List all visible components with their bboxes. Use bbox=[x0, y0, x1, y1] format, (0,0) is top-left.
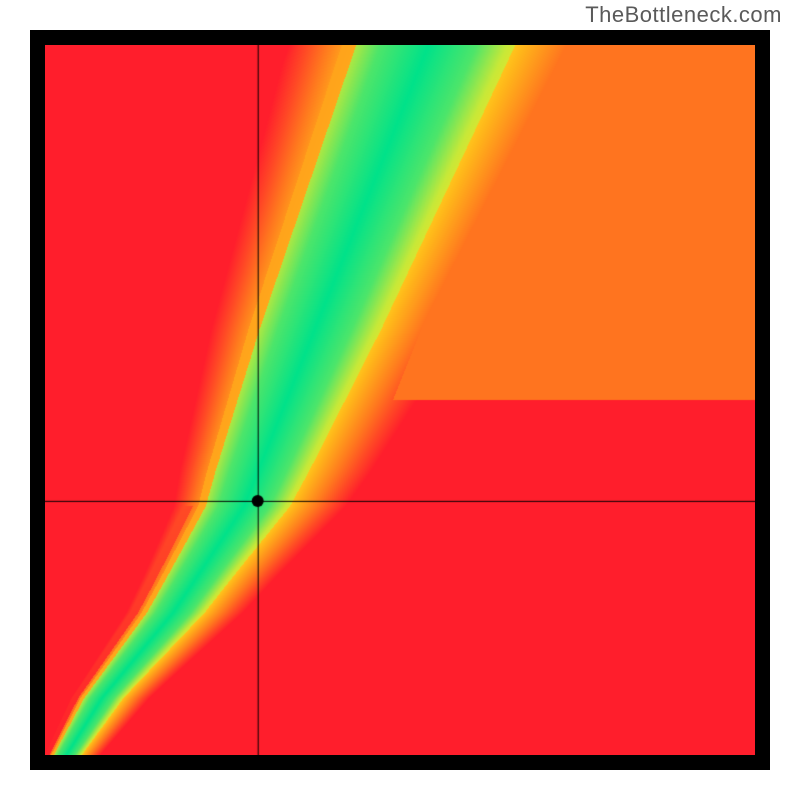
plot-frame bbox=[30, 30, 770, 770]
chart-container: TheBottleneck.com bbox=[0, 0, 800, 800]
heatmap-canvas bbox=[45, 45, 755, 755]
watermark-text: TheBottleneck.com bbox=[585, 2, 782, 28]
